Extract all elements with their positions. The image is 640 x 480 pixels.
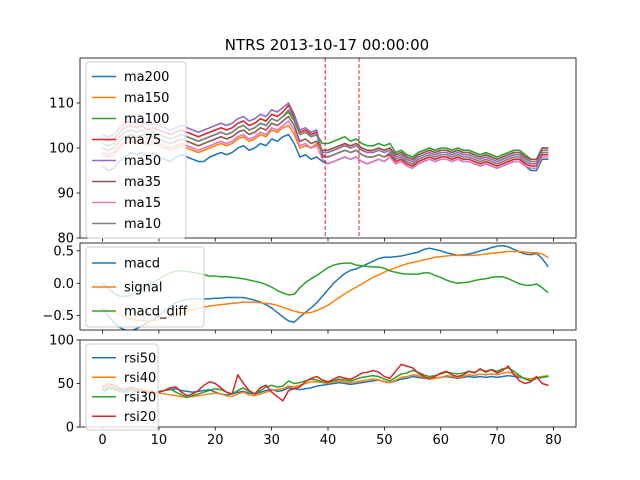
rsi-series-rsi20	[101, 363, 549, 402]
plot-layer: 8090100110ma200ma150ma100ma75ma50ma35ma1…	[42, 57, 577, 448]
ma-ytick-label-2: 100	[49, 142, 74, 157]
ma-legend-box	[85, 61, 187, 239]
chart-title: NTRS 2013-10-17 00:00:00	[225, 36, 429, 54]
rsi-series-rsi40	[101, 371, 549, 399]
xtick-label-3: 30	[263, 433, 280, 448]
ma-legend-label-ma200: ma200	[124, 70, 169, 85]
ma-legend-label-ma10: ma10	[124, 217, 161, 232]
ma-ytick-label-3: 110	[49, 97, 74, 112]
rsi-legend-label-rsi20: rsi20	[124, 410, 156, 425]
xtick-label-6: 60	[432, 433, 449, 448]
ma-legend-label-ma35: ma35	[124, 175, 161, 190]
rsi-ytick-label-2: 100	[49, 334, 74, 349]
macd-legend-label-macd_diff: macd_diff	[124, 305, 188, 320]
rsi-ytick-label-1: 50	[57, 377, 74, 392]
macd-legend-label-macd: macd	[124, 257, 160, 272]
xtick-label-0: 0	[98, 433, 106, 448]
rsi-legend-label-rsi40: rsi40	[124, 371, 156, 386]
xtick-label-7: 70	[489, 433, 506, 448]
ma-ytick-label-0: 80	[57, 232, 74, 247]
rsi-legend-label-rsi50: rsi50	[124, 351, 156, 366]
ma-legend-label-ma50: ma50	[124, 154, 161, 169]
macd-legend-box	[85, 246, 205, 328]
macd-ytick-label-0: −0.5	[42, 309, 74, 324]
ma-panel: 80 90 100 110 ma200 ma150 ma100 ma75 ma50 ma35 ma1…	[49, 57, 577, 247]
rsi-legend-label-rsi30: rsi30	[124, 390, 156, 405]
ma-legend-label-ma100: ma100	[124, 112, 169, 127]
rsi-ytick-label-0: 0	[66, 421, 74, 436]
ma-legend: ma200 ma150 ma100 ma75 ma50 ma35 ma15 ma10	[85, 61, 187, 239]
xtick-label-5: 50	[376, 433, 393, 448]
macd-panel: −0.5 0.0 0.5 macd signal macd_diff	[42, 242, 577, 334]
ma-legend-label-ma150: ma150	[124, 91, 169, 106]
rsi-series-rsi50	[101, 374, 549, 396]
macd-legend: macd signal macd_diff	[85, 246, 205, 328]
rsi-series-rsi30	[101, 367, 549, 399]
ma-legend-label-ma15: ma15	[124, 196, 161, 211]
xtick-label-1: 10	[151, 433, 168, 448]
ma-legend-label-ma75: ma75	[124, 133, 161, 148]
xtick-label-4: 40	[320, 433, 337, 448]
rsi-series-group	[101, 363, 549, 402]
macd-legend-label-signal: signal	[124, 281, 162, 296]
macd-ytick-label-1: 0.0	[53, 277, 74, 292]
xtick-label-2: 20	[207, 433, 224, 448]
ma-ytick-label-1: 90	[57, 187, 74, 202]
rsi-legend: rsi50 rsi40 rsi30 rsi20	[85, 343, 159, 431]
xtick-label-8: 80	[545, 433, 562, 448]
rsi-legend-box	[85, 343, 159, 431]
macd-ytick-label-2: 0.5	[53, 244, 74, 259]
